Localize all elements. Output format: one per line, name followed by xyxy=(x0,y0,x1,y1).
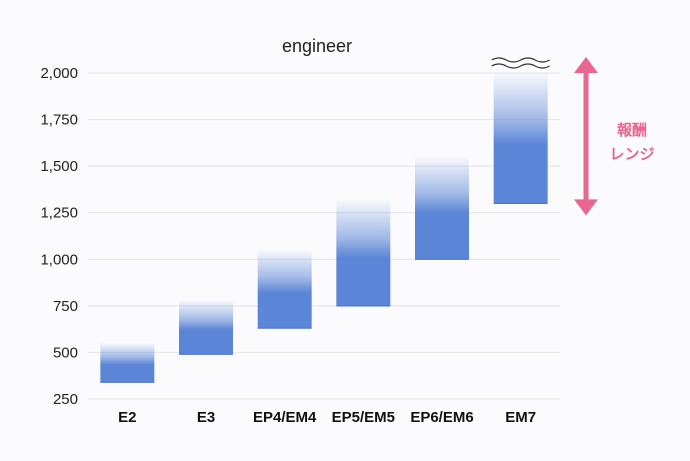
range-bar xyxy=(257,249,312,329)
y-tick-label: 1,750 xyxy=(40,112,78,129)
y-tick-label: 1,000 xyxy=(40,251,78,268)
chart-title: engineer xyxy=(282,36,352,56)
x-tick-label: EP5/EM5 xyxy=(332,409,395,426)
range-bar xyxy=(415,156,469,260)
range-annotation: 報酬 レンジ xyxy=(574,57,655,216)
range-arrow-head-top xyxy=(574,57,598,73)
range-bar xyxy=(493,73,548,204)
y-axis-ticks: 250 500 750 1,000 1,250 1,500 1,750 2,000 xyxy=(40,65,78,408)
range-arrow-head-bottom xyxy=(574,199,598,216)
range-bar xyxy=(179,300,233,355)
x-tick-label: EP6/EM6 xyxy=(410,409,473,426)
range-bar xyxy=(336,199,391,306)
x-tick-label: EM7 xyxy=(505,409,536,426)
grid-lines xyxy=(88,72,560,400)
range-bars xyxy=(100,57,550,383)
y-tick-label: 750 xyxy=(53,298,78,315)
y-tick-label: 1,250 xyxy=(40,205,78,222)
y-tick-label: 500 xyxy=(53,344,78,361)
axis-break-mark xyxy=(491,63,550,69)
range-bar xyxy=(100,343,155,383)
y-tick-label: 2,000 xyxy=(40,65,78,82)
range-label-line1: 報酬 xyxy=(617,121,647,139)
x-tick-label: E3 xyxy=(197,409,215,426)
range-label-line2: レンジ xyxy=(609,145,654,163)
y-tick-label: 1,500 xyxy=(40,158,78,175)
x-tick-label: E2 xyxy=(118,409,136,426)
x-axis-ticks: E2 E3 EP4/EM4 EP5/EM5 EP6/EM6 EM7 xyxy=(118,409,536,426)
axis-break-mark xyxy=(491,57,550,63)
y-tick-label: 250 xyxy=(53,391,78,408)
x-tick-label: EP4/EM4 xyxy=(253,409,317,426)
